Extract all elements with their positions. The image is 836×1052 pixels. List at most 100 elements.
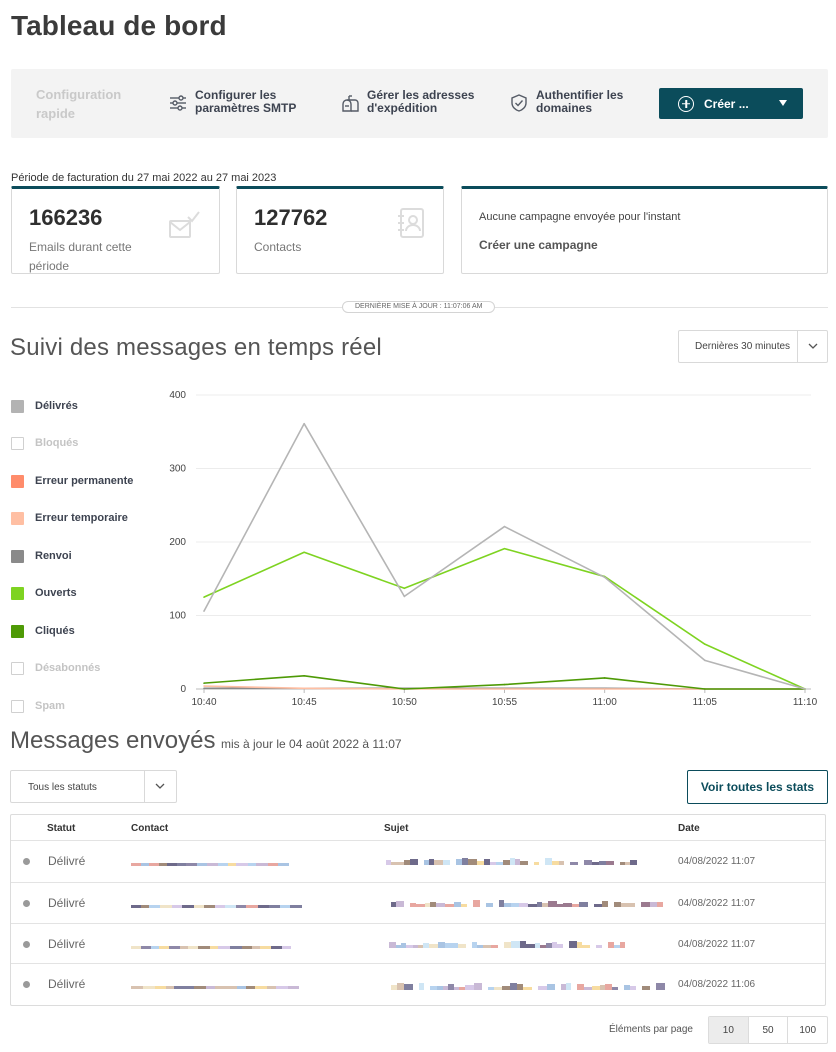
redacted-subject — [386, 857, 637, 865]
legend-item[interactable]: Spam — [11, 698, 65, 714]
legend-item[interactable]: Renvoi — [11, 548, 72, 564]
select-separator — [797, 331, 798, 362]
legend-swatch — [11, 399, 24, 413]
y-tick-label: 400 — [169, 390, 186, 401]
data-point — [503, 525, 506, 528]
sliders-icon — [169, 94, 187, 112]
status-dot — [23, 900, 30, 907]
redacted-contact — [131, 981, 299, 989]
time-range-value: Dernières 30 minutes — [695, 341, 791, 352]
data-point — [603, 576, 606, 579]
emails-card: 166236 Emails durant cette période — [11, 186, 220, 274]
data-point — [603, 688, 606, 690]
x-tick-label: 11:10 — [793, 697, 818, 708]
table-row[interactable]: Délivré 04/08/2022 11:06 — [11, 963, 825, 1004]
chevron-down-icon — [808, 341, 818, 354]
row-date: 04/08/2022 11:07 — [678, 939, 756, 950]
status-filter-value: Tous les statuts — [28, 782, 97, 793]
legend-swatch — [11, 549, 24, 563]
contacts-label: Contacts — [254, 240, 302, 254]
legend-item[interactable]: Erreur temporaire — [11, 510, 128, 526]
view-all-stats-button[interactable]: Voir toutes les stats — [687, 770, 828, 804]
legend-label: Erreur temporaire — [35, 512, 128, 524]
realtime-line-chart: 0 100 200 300 400 10:40 10:45 10:50 10:55 11:00 11… — [169, 390, 818, 708]
redacted-contact — [131, 858, 289, 866]
plus-circle-icon — [678, 95, 694, 112]
legend-label: Cliqués — [35, 625, 75, 637]
column-header-date[interactable]: Date — [678, 823, 700, 834]
y-tick-label: 200 — [169, 537, 186, 548]
row-status: Délivré — [48, 977, 86, 991]
configure-smtp-button[interactable]: Configurer les paramètres SMTP — [169, 89, 296, 115]
create-dropdown-button[interactable]: Créer ... — [659, 88, 803, 119]
legend-item[interactable]: Bloqués — [11, 435, 78, 451]
data-point — [303, 674, 305, 677]
y-tick-label: 0 — [180, 684, 186, 695]
configure-smtp-label: Configurer les paramètres SMTP — [195, 88, 297, 115]
billing-period: Période de facturation du 27 mai 2022 au… — [11, 172, 277, 184]
messages-updated: mis à jour le 04 août 2022 à 11:07 — [221, 737, 402, 751]
data-point — [403, 587, 406, 590]
legend-swatch — [11, 624, 24, 638]
data-point — [704, 643, 706, 645]
row-date: 04/08/2022 11:06 — [678, 979, 756, 990]
data-point — [704, 659, 706, 662]
data-point — [303, 422, 305, 425]
page-title: Tableau de bord — [11, 10, 227, 41]
legend-item[interactable]: Délivrés — [11, 398, 78, 414]
table-row[interactable]: Délivré 04/08/2022 11:07 — [11, 840, 825, 881]
legend-item[interactable]: Ouverts — [11, 585, 77, 601]
table-row[interactable]: Délivré 04/08/2022 11:07 — [11, 923, 825, 964]
legend-label: Bloqués — [35, 437, 79, 449]
legend-item[interactable]: Erreur permanente — [11, 473, 133, 489]
x-tick-label: 10:45 — [292, 697, 317, 708]
address-book-icon — [397, 207, 425, 244]
shield-check-icon — [510, 94, 528, 112]
table-row[interactable]: Délivré 04/08/2022 11:07 — [11, 882, 825, 923]
data-point — [403, 688, 406, 690]
column-header-status[interactable]: Statut — [47, 823, 76, 834]
legend-swatch — [11, 511, 24, 525]
data-point — [603, 677, 606, 679]
legend-swatch — [11, 661, 24, 675]
legend-item[interactable]: Désabonnés — [11, 660, 100, 676]
create-campaign-link[interactable]: Créer une campagne — [479, 238, 598, 252]
messages-title: Messages envoyés — [10, 727, 216, 754]
status-dot — [23, 981, 30, 988]
row-date: 04/08/2022 11:07 — [678, 898, 756, 909]
redacted-subject — [391, 899, 663, 907]
time-range-select[interactable]: Dernières 30 minutes — [678, 330, 828, 363]
series-line — [203, 547, 806, 690]
envelope-check-icon — [168, 209, 200, 246]
legend-swatch — [11, 436, 24, 450]
data-point — [203, 682, 205, 684]
legend-item[interactable]: Cliqués — [11, 623, 75, 639]
page-size-option[interactable]: 50 — [747, 1017, 788, 1043]
contacts-card: 127762 Contacts — [236, 186, 444, 274]
legend-label: Erreur permanente — [35, 475, 134, 487]
campaign-card: Aucune campagne envoyée pour l'instant C… — [461, 186, 828, 274]
page-size-option[interactable]: 10 — [709, 1017, 748, 1043]
row-status: Délivré — [48, 896, 86, 910]
redacted-subject — [391, 982, 665, 990]
data-point — [203, 596, 205, 598]
contacts-count: 127762 — [254, 205, 328, 230]
column-header-subject[interactable]: Sujet — [384, 823, 409, 834]
authenticate-domains-button[interactable]: Authentifier les domaines — [510, 89, 623, 115]
row-status: Délivré — [48, 854, 86, 868]
status-dot — [23, 941, 30, 948]
chevron-down-icon — [155, 781, 165, 794]
x-tick-label: 10:40 — [191, 697, 216, 708]
legend-label: Renvoi — [35, 550, 72, 562]
emails-label: Emails durant cette période — [29, 240, 132, 273]
column-header-contact[interactable]: Contact — [131, 823, 169, 834]
x-tick-label: 11:00 — [593, 697, 618, 708]
x-tick-label: 10:50 — [392, 697, 417, 708]
manage-senders-button[interactable]: Gérer les adresses d'expédition — [341, 89, 474, 115]
status-filter-select[interactable]: Tous les statuts — [10, 770, 177, 803]
page-size-option[interactable]: 100 — [787, 1017, 827, 1043]
data-point — [503, 683, 506, 686]
data-point — [303, 687, 305, 690]
legend-label: Délivrés — [35, 400, 78, 412]
redacted-subject — [389, 940, 625, 948]
